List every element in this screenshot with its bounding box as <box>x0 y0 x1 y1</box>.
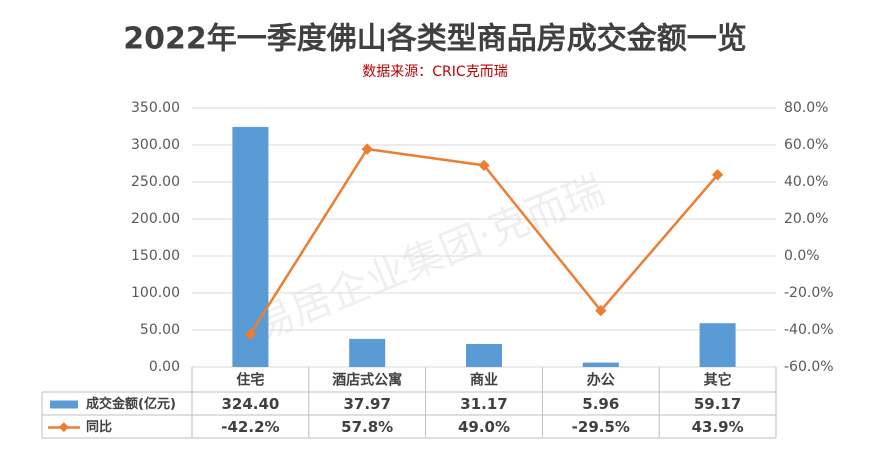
y2-tick-label: 20.0% <box>784 211 828 227</box>
y2-tick-label: 60.0% <box>784 137 828 153</box>
x-tick-label: 酒店式公寓 <box>332 372 402 389</box>
line-marker <box>244 328 257 340</box>
x-tick-label: 其它 <box>704 372 732 389</box>
watermark: 易居企业集团·克而瑞 <box>248 167 611 349</box>
table-value: 49.0% <box>458 418 510 436</box>
y-tick-label: 350.00 <box>131 100 180 116</box>
table-value: 37.97 <box>343 395 390 413</box>
line-marker <box>478 159 490 172</box>
y2-tick-label: 80.0% <box>784 100 828 116</box>
line-marker <box>595 304 607 317</box>
table-value: -29.5% <box>572 418 630 436</box>
table-value: 5.96 <box>582 395 619 413</box>
legend-label: 成交金额(亿元) <box>86 396 176 412</box>
x-tick-label: 住宅 <box>236 372 264 389</box>
bar <box>232 126 269 367</box>
y-tick-label: 250.00 <box>131 174 180 190</box>
y-tick-label: 200.00 <box>131 211 180 227</box>
y-tick-label: 100.00 <box>131 285 180 301</box>
bar <box>349 338 386 367</box>
y2-tick-label: -20.0% <box>784 285 834 301</box>
legend-swatch <box>50 400 78 409</box>
x-tick-label: 商业 <box>470 372 498 389</box>
table-value: 31.17 <box>460 395 507 413</box>
chart-title: 2022年一季度佛山各类型商品房成交金额一览 <box>123 22 747 57</box>
table-value: 324.40 <box>221 395 279 413</box>
bar <box>699 323 736 367</box>
y2-tick-label: 40.0% <box>784 174 828 190</box>
y2-tick-label: 0.0% <box>784 248 820 264</box>
table-value: 57.8% <box>341 418 393 436</box>
line-marker <box>361 143 373 155</box>
line-marker <box>711 169 724 181</box>
y2-tick-label: -40.0% <box>784 322 834 338</box>
bar <box>582 362 619 367</box>
legend-swatch <box>58 422 69 433</box>
bar <box>466 343 502 367</box>
x-tick-label: 办公 <box>587 372 615 389</box>
table-value: -42.2% <box>221 418 279 436</box>
table-value: 59.17 <box>694 395 741 413</box>
y-tick-label: 50.00 <box>140 322 180 338</box>
y-tick-label: 300.00 <box>131 137 180 153</box>
y-tick-label: 0.00 <box>149 359 180 375</box>
legend-label: 同比 <box>86 419 112 435</box>
chart-subtitle: 数据来源：CRIC克而瑞 <box>362 64 507 80</box>
table-value: 43.9% <box>692 418 744 436</box>
y2-tick-label: -60.0% <box>784 359 834 375</box>
y-tick-label: 150.00 <box>131 248 180 264</box>
